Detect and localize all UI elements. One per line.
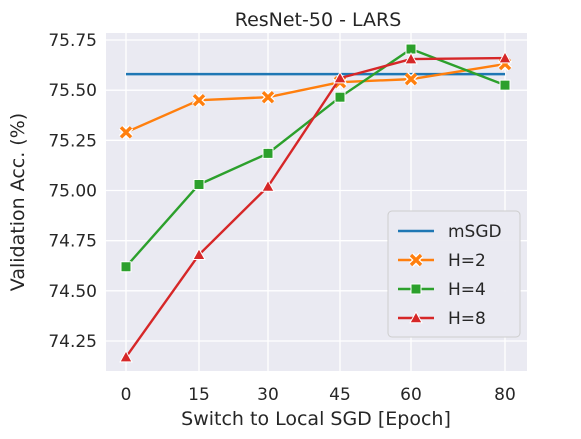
legend-box [387, 210, 521, 338]
legend-swatch-marker [408, 252, 424, 268]
data-point [192, 247, 206, 261]
data-point [262, 147, 274, 159]
x-axis-ticks: 0 15 30 45 60 80 [121, 385, 516, 405]
data-point [498, 51, 512, 64]
x-tick-label: 60 [400, 385, 422, 405]
x-marker-stroke [409, 253, 423, 267]
y-tick-label: 75.25 [48, 131, 97, 151]
x-marker-stroke [192, 93, 206, 107]
data-point [499, 79, 511, 91]
x-tick-label: 30 [257, 385, 279, 405]
data-point [404, 52, 418, 65]
series-h-4 [120, 43, 511, 273]
x-tick-label: 15 [188, 385, 210, 405]
data-point [193, 178, 205, 190]
data-point [118, 125, 134, 140]
x-marker-stroke [404, 72, 418, 86]
legend-label: H=4 [448, 280, 486, 300]
legend-item: H=4 [398, 280, 486, 300]
y-tick-label: 75.75 [48, 31, 97, 51]
grid-lines [106, 33, 527, 371]
legend-swatch-marker [410, 283, 422, 295]
x-marker-stroke [119, 126, 133, 139]
legend-item: H=2 [398, 251, 486, 271]
legend-swatch-marker [409, 310, 423, 324]
legend-label: H=8 [448, 309, 486, 329]
y-axis-ticks: 74.25 74.50 74.75 75.00 75.25 75.50 75.75 [48, 31, 97, 352]
data-point [403, 72, 419, 87]
data-point [120, 261, 132, 273]
series-line [125, 56, 506, 358]
data-point [261, 179, 275, 192]
y-tick-label: 74.75 [48, 232, 97, 252]
legend-item: mSGD [398, 222, 502, 242]
series-h-8 [119, 51, 512, 363]
data-point [333, 71, 347, 84]
series-line [125, 47, 506, 268]
data-point [191, 93, 207, 108]
legend-label: H=2 [448, 251, 486, 271]
y-tick-label: 75.50 [48, 81, 97, 101]
x-tick-label: 45 [329, 385, 351, 405]
series-line [125, 62, 506, 134]
y-tick-label: 74.25 [48, 332, 97, 352]
data-point [260, 90, 276, 105]
y-tick-label: 75.00 [48, 182, 97, 202]
legend: mSGD H=2 H=4 H=8 [387, 210, 521, 338]
y-tick-label: 74.50 [48, 282, 97, 302]
x-axis-label: Switch to Local SGD [Epoch] [181, 408, 451, 430]
data-point [119, 350, 133, 363]
x-tick-label: 80 [494, 385, 516, 405]
chart-title: ResNet-50 - LARS [235, 9, 402, 31]
data-point [334, 91, 346, 103]
y-axis-label: Validation Acc. (%) [7, 113, 29, 291]
x-marker-stroke [261, 90, 275, 104]
x-tick-label: 0 [121, 385, 132, 405]
series-layer [118, 43, 513, 363]
legend-label: mSGD [448, 222, 502, 242]
legend-item: H=8 [398, 309, 486, 329]
